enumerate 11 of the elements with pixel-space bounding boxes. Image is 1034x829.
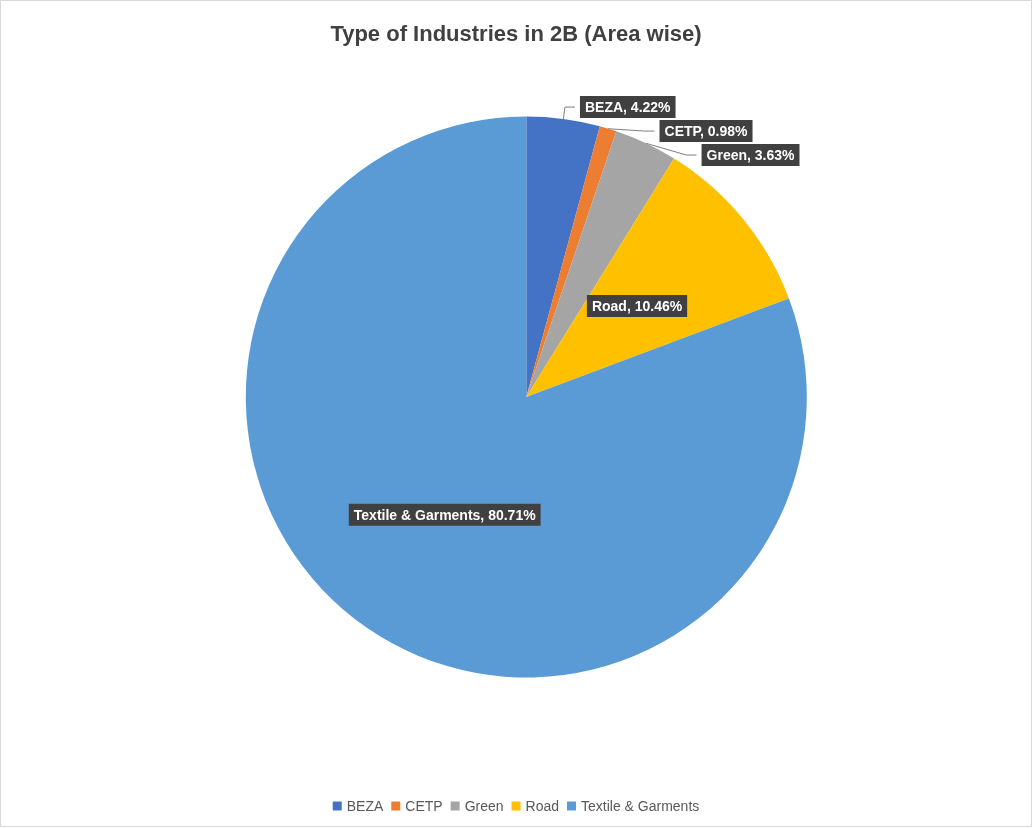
data-label: CETP, 0.98% bbox=[664, 123, 749, 140]
data-label: BEZA, 4.22% bbox=[584, 99, 672, 116]
legend-label: BEZA bbox=[346, 798, 384, 814]
legend-label: CETP bbox=[405, 798, 443, 814]
chart-title: Type of Industries in 2B (Area wise) bbox=[330, 20, 702, 46]
data-label: Road, 10.46% bbox=[591, 298, 683, 315]
legend-label: Road bbox=[525, 798, 560, 814]
data-label: Green, 3.63% bbox=[706, 147, 796, 164]
legend-label: Textile & Garments bbox=[581, 798, 700, 814]
data-label: Textile & Garments, 80.71% bbox=[353, 506, 537, 523]
legend-label: Green bbox=[464, 798, 504, 814]
